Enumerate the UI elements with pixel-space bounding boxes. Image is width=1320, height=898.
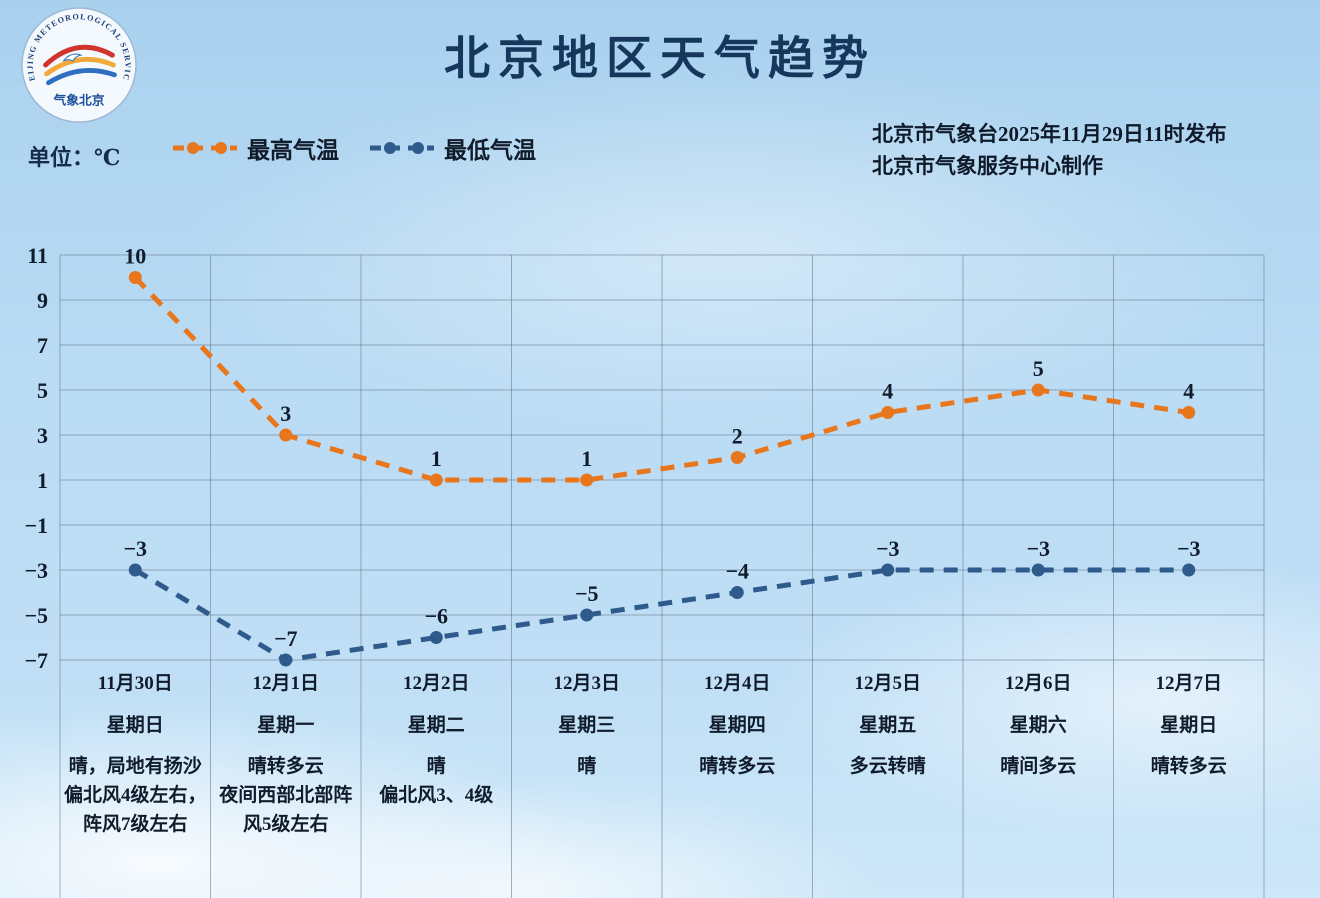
y-tick-label: 9 [37,288,48,313]
high-temp-line-sample [173,142,237,154]
logo-blue-ribbon [46,68,117,86]
unit-label: 单位：℃ [28,145,121,170]
data-point-label: 2 [732,424,743,449]
y-tick-label: −3 [24,558,48,583]
data-point-label: 4 [882,379,893,404]
publish-line1: 北京市气象台2025年11月29日11时发布 [872,122,1227,146]
data-point-label: −6 [424,604,448,629]
legend: 最高气温 最低气温 [172,131,566,165]
y-tick-label: −5 [24,603,48,628]
data-point [580,473,594,487]
y-tick-label: −7 [24,648,48,673]
data-point [279,653,293,667]
legend-low-label: 最低气温 [444,138,536,163]
data-point [1031,383,1045,397]
data-point [429,631,443,644]
data-point-label: 10 [124,244,146,269]
y-tick-label: 5 [37,378,48,403]
y-tick-label: 7 [37,333,48,358]
data-point [429,473,443,487]
data-point [730,586,744,599]
logo-icon: BEIJING METEOROLOGICAL SERVICE 气象北京 [17,0,137,123]
y-tick-label: 1 [37,468,48,493]
data-point [128,563,142,577]
y-tick-label: 11 [27,243,48,268]
data-point-label: 3 [280,401,291,426]
data-point-label: −5 [575,581,599,606]
data-point [881,406,895,419]
data-point-label: 1 [581,446,592,471]
legend-high-label: 最高气温 [247,138,339,163]
logo-dove-icon [62,53,83,62]
data-point-label: 1 [431,446,442,471]
series-line [133,567,1189,663]
y-tick-label: 3 [37,423,48,448]
data-point-label: −3 [1026,536,1050,561]
publish-info: 北京市气象台2025年11月29日11时发布 北京市气象服务中心制作 [872,118,1227,182]
y-tick-label: −1 [24,513,48,538]
logo-cn-text: 气象北京 [53,92,104,107]
logo-red-ribbon [43,44,115,68]
data-point-label: −3 [1177,536,1201,561]
data-point-label: −3 [123,536,147,561]
low-temp-line-sample [370,142,434,154]
data-point [279,428,293,442]
data-point [1182,406,1196,419]
data-point [128,271,142,284]
data-point [730,451,744,464]
data-point [881,563,895,577]
page-title: 北京地区天气趋势 [444,33,876,84]
data-point-label: −7 [274,626,298,651]
logo-orange-ribbon [44,56,116,77]
data-point-label: −4 [725,559,749,584]
data-point-label: 5 [1033,356,1044,381]
data-point [1182,563,1196,577]
publish-line2: 北京市气象服务中心制作 [872,154,1103,178]
data-point-label: 4 [1183,379,1194,404]
data-point [1031,563,1045,577]
data-point [580,608,594,622]
data-point-label: −3 [876,536,900,561]
beijing-meteorological-logo: BEIJING METEOROLOGICAL SERVICE 气象北京 [17,0,138,124]
series-line [133,275,1190,483]
